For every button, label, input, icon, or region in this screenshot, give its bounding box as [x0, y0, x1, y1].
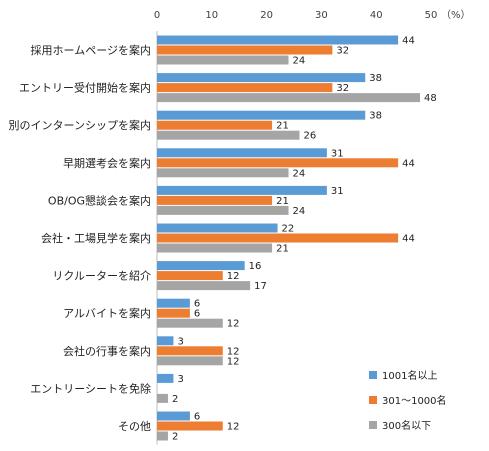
bar-s1-c2: [157, 120, 273, 130]
data-label-s2-c8: 12: [227, 356, 240, 367]
data-label-s1-c5: 44: [402, 234, 415, 245]
bar-s2-c9: [157, 393, 168, 403]
category-label-6: リクルーターを紹介: [52, 270, 151, 283]
data-label-s2-c2: 26: [303, 131, 316, 142]
x-tick-label-0: 0: [154, 10, 160, 21]
bar-s2-c0: [157, 55, 289, 65]
data-label-s1-c2: 21: [276, 121, 289, 132]
data-label-s1-c6: 12: [227, 271, 240, 282]
x-tick-label-1: 10: [205, 10, 218, 21]
category-label-3: 早期選考会を案内: [63, 156, 151, 170]
data-label-s2-c6: 17: [254, 281, 267, 292]
bar-s1-c8: [157, 346, 223, 356]
data-label-s1-c4: 21: [276, 196, 289, 207]
x-axis-ticks: 0 10 20 30 40 50: [154, 10, 438, 21]
legend: 1001名以上 301～1000名 300名以下: [369, 369, 447, 432]
data-label-s2-c10: 2: [172, 432, 178, 443]
legend-swatch-2: [369, 421, 377, 429]
bar-s0-c3: [157, 148, 327, 158]
data-label-s1-c0: 32: [336, 46, 349, 57]
category-label-9: エントリーシートを免除: [30, 381, 151, 395]
bar-s1-c6: [157, 271, 223, 281]
bar-s1-c4: [157, 195, 273, 205]
data-label-s2-c0: 24: [293, 56, 306, 67]
bar-s2-c4: [157, 205, 289, 215]
bar-s1-c3: [157, 158, 399, 168]
data-label-s2-c4: 24: [293, 206, 306, 217]
bar-s0-c0: [157, 35, 399, 45]
legend-label-2: 300名以下: [382, 419, 431, 432]
x-tick-label-4: 40: [370, 10, 383, 21]
data-label-s0-c9: 3: [177, 374, 183, 385]
bar-s2-c1: [157, 93, 421, 103]
bar-s0-c2: [157, 110, 366, 120]
bar-s2-c10: [157, 431, 168, 441]
bar-s0-c8: [157, 336, 174, 346]
x-axis-unit: （%）: [441, 9, 471, 21]
bar-s2-c3: [157, 168, 289, 178]
x-tick-label-2: 20: [260, 10, 273, 21]
bar-s0-c7: [157, 298, 190, 308]
category-labels: 採用ホームページを案内エントリー受付開始を案内別のインターンシップを案内早期選考…: [9, 43, 151, 433]
data-label-s0-c3: 31: [331, 148, 344, 159]
category-label-7: アルバイトを案内: [63, 306, 151, 320]
category-label-5: 会社・工場見学を案内: [41, 231, 151, 245]
category-label-1: エントリー受付開始を案内: [19, 81, 151, 95]
data-label-s0-c1: 38: [369, 73, 382, 84]
x-tick-label-5: 50: [425, 10, 438, 21]
data-labels: 4438383131221663363232214421441261212244…: [172, 36, 437, 443]
category-label-10: その他: [118, 420, 151, 433]
data-label-s0-c0: 44: [402, 36, 415, 47]
bar-s2-c2: [157, 130, 300, 140]
data-label-s1-c10: 12: [227, 422, 240, 433]
bar-s2-c6: [157, 281, 251, 291]
bar-s1-c7: [157, 308, 190, 318]
data-label-s0-c2: 38: [369, 111, 382, 122]
data-label-s0-c4: 31: [331, 186, 344, 197]
bar-s1-c0: [157, 45, 333, 55]
bar-s0-c6: [157, 261, 245, 271]
data-label-s2-c9: 2: [172, 394, 178, 405]
data-label-s2-c7: 12: [227, 319, 240, 330]
data-label-s2-c1: 48: [424, 93, 437, 104]
data-label-s1-c8: 12: [227, 346, 240, 357]
data-label-s2-c3: 24: [293, 168, 306, 179]
bar-s0-c9: [157, 373, 174, 383]
x-tick-label-3: 30: [315, 10, 328, 21]
legend-swatch-0: [369, 371, 377, 379]
data-label-s0-c6: 16: [249, 261, 262, 272]
data-label-s0-c5: 22: [282, 224, 295, 235]
bar-s2-c5: [157, 243, 273, 253]
bar-s0-c5: [157, 223, 278, 233]
data-label-s0-c7: 6: [194, 299, 200, 310]
bar-s1-c10: [157, 421, 223, 431]
bar-s0-c10: [157, 411, 190, 421]
bars: [157, 35, 421, 441]
bar-s1-c1: [157, 83, 333, 93]
legend-swatch-1: [369, 396, 377, 404]
bar-s0-c4: [157, 185, 327, 195]
legend-label-0: 1001名以上: [382, 369, 437, 382]
data-label-s0-c8: 3: [177, 336, 183, 347]
data-label-s0-c10: 6: [194, 412, 200, 423]
legend-label-1: 301～1000名: [382, 394, 447, 407]
category-label-8: 会社の行事を案内: [63, 344, 151, 358]
category-label-2: 別のインターンシップを案内: [9, 118, 151, 132]
bar-s0-c1: [157, 73, 366, 83]
data-label-s1-c3: 44: [402, 158, 415, 169]
category-label-0: 採用ホームページを案内: [31, 43, 151, 57]
bar-s2-c8: [157, 356, 223, 366]
data-label-s1-c1: 32: [336, 83, 349, 94]
bar-s2-c7: [157, 318, 223, 328]
bar-s1-c5: [157, 233, 399, 243]
data-label-s1-c7: 6: [194, 309, 200, 320]
data-label-s2-c5: 21: [276, 244, 289, 255]
category-label-4: OB/OG懇談会を案内: [48, 193, 151, 207]
